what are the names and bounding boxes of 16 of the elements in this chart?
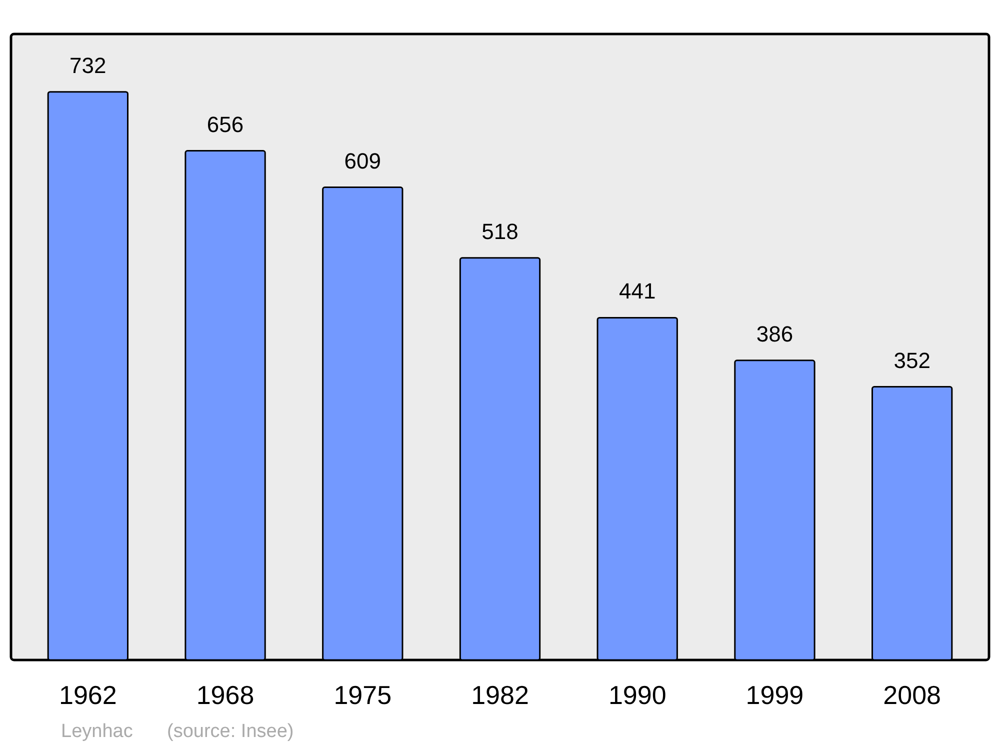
x-tick-label: 1999 — [746, 680, 804, 710]
data-label: 441 — [619, 278, 656, 304]
x-tick-label: 1962 — [59, 680, 117, 710]
x-tick-label: 1982 — [471, 680, 529, 710]
x-tick-label: 2008 — [883, 680, 941, 710]
x-tick-label: 1990 — [608, 680, 666, 710]
data-label: 386 — [756, 321, 794, 346]
data-label: 352 — [894, 348, 930, 373]
text: Leynhac — [61, 721, 133, 742]
data-label: 732 — [70, 52, 106, 78]
data-label: 518 — [482, 218, 518, 244]
x-tick-label: 1975 — [334, 680, 392, 710]
data-label: 656 — [206, 112, 244, 137]
text: (source: Insee) — [167, 721, 294, 742]
x-tick-label: 1968 — [196, 680, 254, 710]
data-label: 609 — [344, 148, 381, 174]
